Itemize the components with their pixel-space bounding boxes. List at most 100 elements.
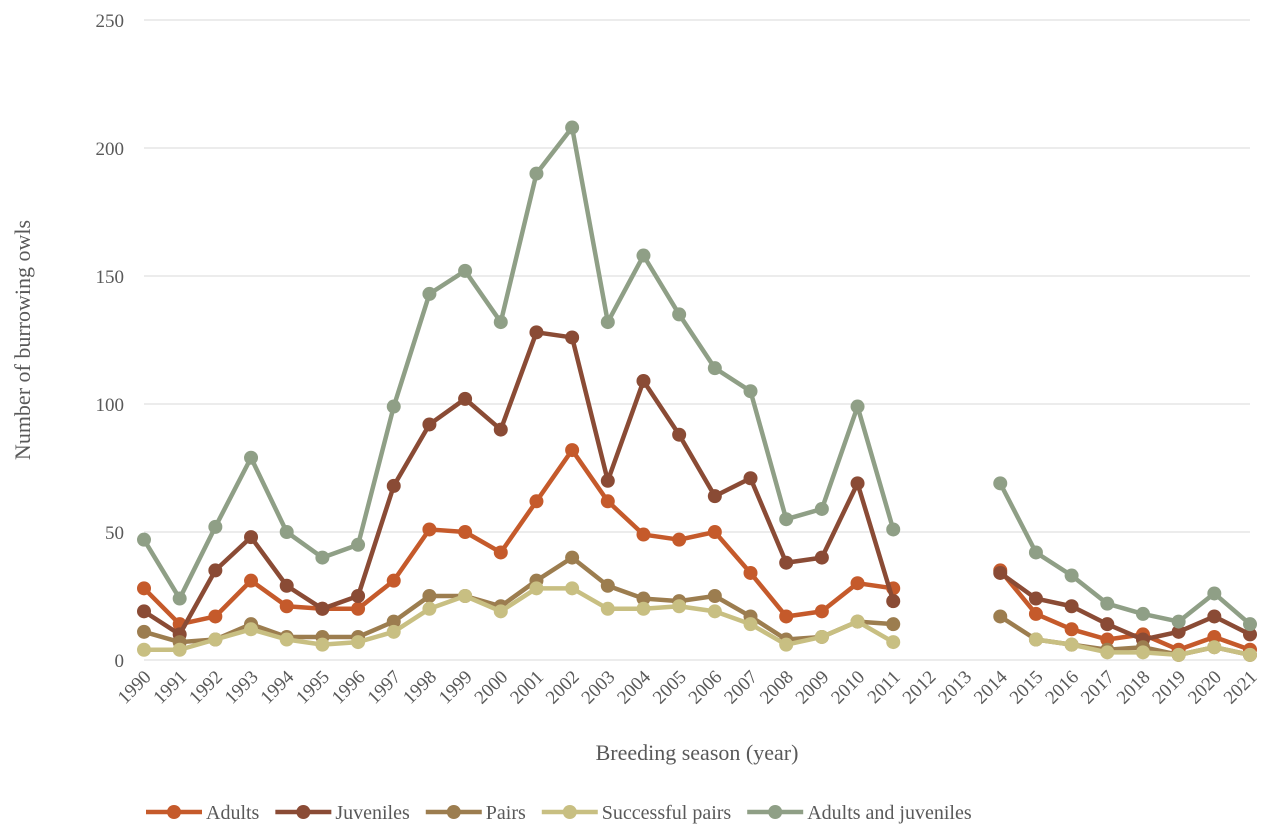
data-point [137,642,151,657]
x-tick-label: 2008 [756,667,798,709]
data-point [386,478,401,493]
data-point [172,642,187,657]
x-tick-label: 2021 [1220,667,1262,709]
data-point [672,599,687,614]
data-point [529,494,544,509]
data-point [208,519,223,534]
data-point [1171,647,1186,662]
data-point [422,601,437,616]
data-point [137,581,151,596]
data-point [814,550,829,565]
y-tick-label: 50 [105,523,124,544]
data-point [1207,609,1222,624]
x-tick-label: 2020 [1184,667,1226,709]
data-point [672,532,687,547]
data-point [279,599,294,614]
data-point [707,489,722,504]
data-point [137,624,151,639]
y-tick-label: 100 [96,395,125,416]
data-point [422,286,437,301]
data-point [1064,622,1079,637]
legend-item: Pairs [425,802,526,824]
data-point [1028,591,1043,606]
data-point [422,522,437,537]
x-tick-label: 1995 [292,667,334,709]
data-point [886,635,901,650]
x-tick-label: 2015 [1006,667,1048,709]
data-point [493,545,508,560]
data-point [208,632,223,647]
x-tick-label: 2001 [506,667,548,709]
data-point [814,501,829,516]
data-point [493,422,508,437]
y-tick-label: 200 [96,139,125,160]
data-point [707,589,722,603]
x-tick-label: 2009 [792,667,834,709]
data-point [493,604,508,619]
x-tick-label: 2016 [1041,667,1083,709]
data-point [137,532,151,547]
data-point [886,594,901,609]
x-tick-label: 1998 [399,667,441,709]
series-line [998,482,1252,626]
data-point [172,591,187,606]
data-point [279,632,294,647]
data-point [208,609,223,624]
data-point [1028,545,1043,560]
series-line [142,447,894,627]
data-point [529,581,544,596]
series-line [142,330,896,637]
data-point [636,601,651,616]
data-point [1171,624,1186,639]
data-point [672,427,687,442]
data-point [565,581,580,596]
legend-label: Juveniles [335,802,410,824]
data-point [244,450,259,465]
data-point [814,604,829,619]
x-tick-label: 2012 [899,667,941,709]
data-point [600,578,615,593]
legend-marker [446,805,461,819]
data-point [707,525,722,539]
data-point [1243,627,1257,642]
legend-item: Juveniles [275,802,410,824]
data-point [850,576,865,591]
series-adults [137,443,1257,657]
data-point [672,307,687,322]
legend-item: Adults and juveniles [747,802,972,824]
data-point [1100,632,1115,647]
data-point [850,399,865,414]
legend-item: Adults [146,802,260,824]
y-tick-label: 250 [96,11,125,32]
data-point [565,550,580,565]
x-tick-label: 2017 [1077,667,1119,709]
x-tick-label: 2006 [685,667,727,709]
data-point [351,589,366,603]
data-point [1207,640,1222,655]
x-tick-label: 1999 [435,667,477,709]
data-point [600,315,615,330]
legend-marker [562,805,577,819]
data-point [743,617,758,632]
data-point [707,361,722,376]
legend-marker [768,805,783,819]
data-point [1207,629,1222,644]
data-point [600,473,615,488]
x-tick-label: 1992 [185,667,227,709]
data-point [1135,606,1150,621]
data-point [386,624,401,639]
data-point [1028,632,1043,647]
legend-marker [296,805,311,819]
legend-label: Adults [206,802,260,824]
x-tick-label: 2005 [649,667,691,709]
legend: Adults Juveniles Pairs Successful pairs Adul… [146,802,972,824]
legend-label: Adults and juveniles [807,802,972,824]
y-axis-ticks: 0 50 100 150 200 250 [96,11,125,672]
data-point [1100,617,1115,632]
data-point [743,565,758,580]
data-point [636,527,651,542]
series-line [143,555,894,645]
series-layer [137,120,1257,662]
data-point [315,601,330,616]
